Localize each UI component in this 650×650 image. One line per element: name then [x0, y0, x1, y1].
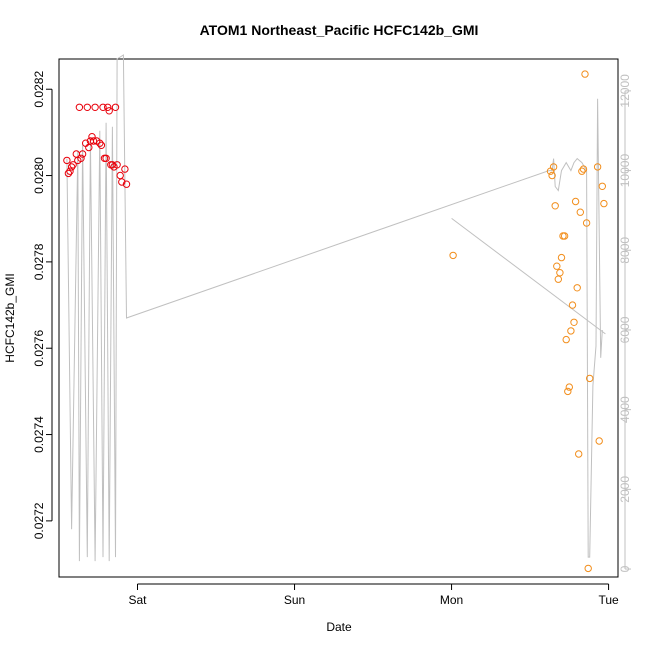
data-point: [64, 169, 73, 178]
y-tick-label: 0.0276: [32, 330, 46, 367]
data-point: [122, 180, 131, 188]
altitude-line: [451, 218, 606, 335]
data-point: [97, 141, 106, 150]
right-tick-label: 2000: [618, 476, 632, 503]
right-tick-label: 6000: [618, 316, 632, 343]
data-point: [83, 103, 92, 112]
data-point: [113, 161, 121, 169]
x-axis: Sat Sun Mon Tue: [129, 583, 619, 607]
data-point: [560, 232, 569, 240]
data-point: [562, 335, 570, 344]
data-point: [578, 167, 586, 175]
data-point: [78, 150, 87, 158]
altitude-line: [66, 54, 603, 562]
data-point: [104, 103, 112, 112]
x-tick-label: Tue: [598, 593, 619, 607]
data-point: [108, 161, 117, 169]
x-tick-label: Sat: [129, 593, 148, 607]
y-tick-label: 0.0280: [32, 157, 46, 194]
data-point: [576, 208, 584, 216]
data-point: [88, 133, 96, 141]
data-point: [570, 318, 578, 326]
x-tick-label: Sun: [284, 593, 305, 607]
right-tick-label: 10000: [618, 154, 632, 188]
altitude-lines: [66, 54, 606, 562]
data-point: [586, 374, 594, 383]
data-point: [548, 171, 556, 180]
data-point: [66, 167, 74, 175]
chart-title: ATOM1 Northeast_Pacific HCFC142b_GMI: [200, 22, 479, 38]
data-point: [579, 165, 588, 173]
data-point: [571, 197, 580, 206]
data-point: [556, 269, 564, 277]
data-point: [121, 165, 129, 173]
y-tick-label: 0.0274: [32, 416, 46, 453]
y-axis: 0.0272 0.0274 0.0276 0.0278 0.0280 0.0282: [32, 71, 53, 539]
data-point: [67, 163, 76, 171]
data-point: [573, 284, 581, 292]
data-point: [549, 163, 558, 171]
data-point: [581, 70, 589, 78]
data-point: [600, 199, 608, 208]
right-tick-label: 0: [618, 565, 632, 572]
data-point: [77, 154, 85, 163]
data-point: [63, 156, 71, 165]
data-point: [449, 251, 457, 260]
y-tick-label: 0.0278: [32, 243, 46, 280]
data-point: [565, 383, 573, 391]
data-point: [105, 107, 113, 115]
data-point: [96, 139, 104, 147]
x-axis-label: Date: [326, 620, 352, 634]
plot-box: [58, 58, 619, 578]
data-point: [118, 178, 126, 186]
data-point: [553, 262, 561, 270]
data-point: [567, 327, 575, 335]
data-point: [116, 171, 124, 180]
data-point: [89, 137, 98, 145]
right-tick-label: 12000: [618, 74, 632, 108]
right-tick-label: 4000: [618, 396, 632, 423]
data-point: [91, 103, 99, 112]
plot-frame: [58, 58, 619, 578]
x-tick-label: Mon: [440, 593, 463, 607]
data-point: [85, 143, 93, 152]
y-tick-label: 0.0272: [32, 502, 46, 539]
data-point: [598, 182, 606, 191]
data-point: [593, 163, 602, 171]
data-point: [584, 564, 592, 573]
data-point: [554, 275, 562, 283]
data-point: [564, 387, 572, 396]
data-point: [551, 202, 559, 210]
y-axis-label: HCFC142b_GMI: [3, 273, 17, 362]
data-point: [69, 161, 77, 169]
right-axis: 0 2000 4000 6000 8000 10000 12000: [618, 74, 632, 573]
y-tick-label: 0.0282: [32, 71, 46, 108]
right-tick-label: 8000: [618, 237, 632, 264]
data-point: [568, 301, 577, 309]
data-point: [575, 450, 583, 458]
data-points: [63, 70, 608, 573]
data-point: [99, 103, 107, 112]
data-point: [111, 103, 120, 112]
data-point: [557, 253, 566, 262]
data-point: [595, 437, 603, 445]
data-point: [75, 103, 84, 112]
data-point: [582, 219, 591, 227]
data-point: [102, 154, 110, 163]
